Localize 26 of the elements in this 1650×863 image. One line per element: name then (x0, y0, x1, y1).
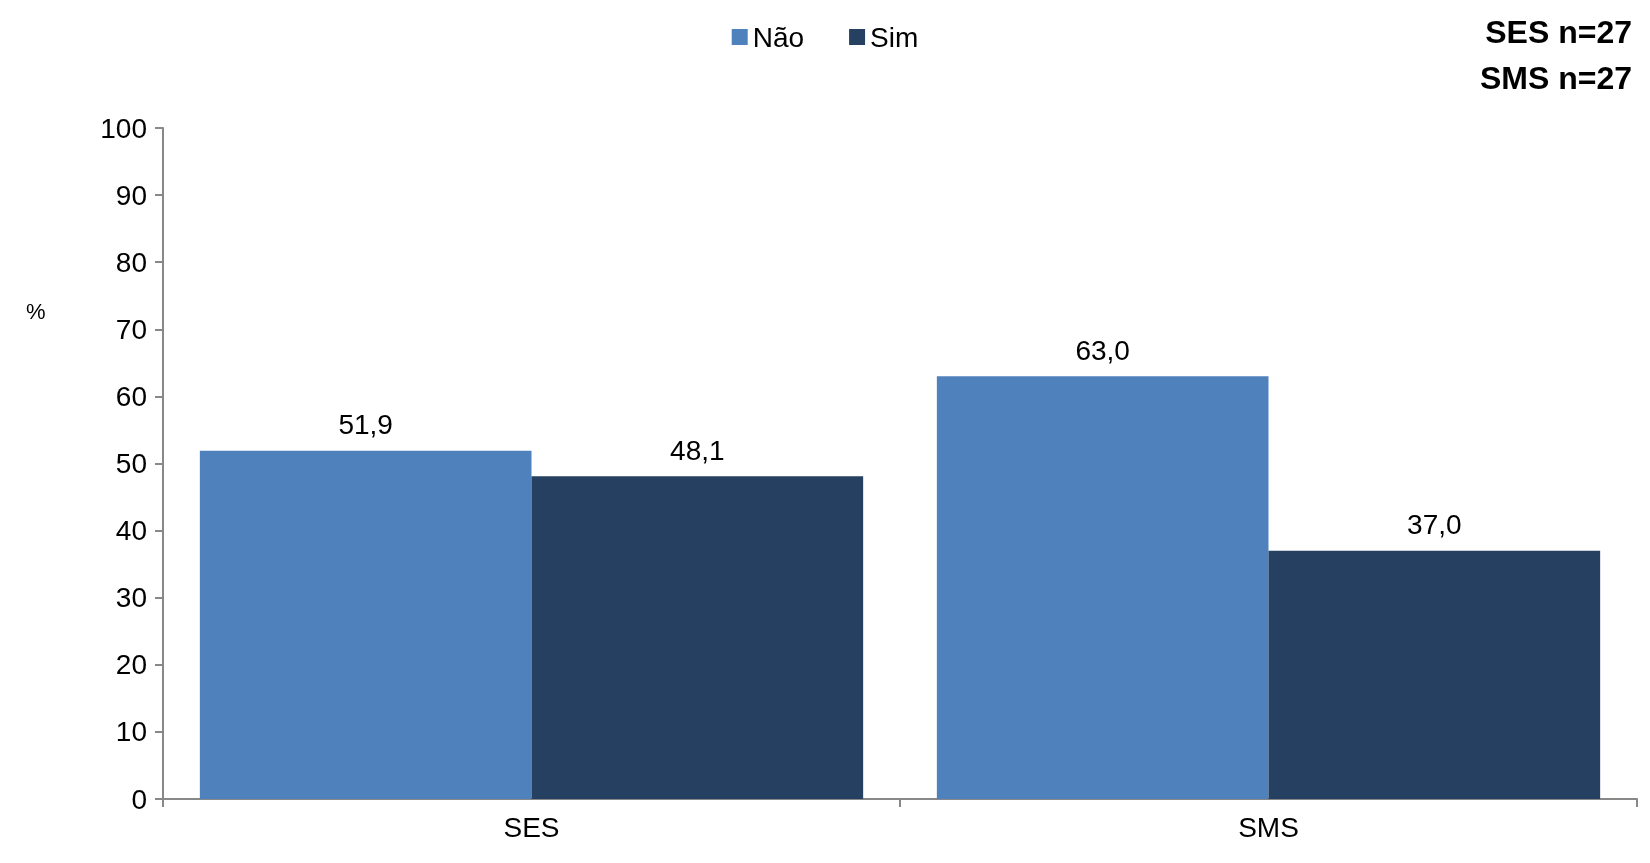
bar (936, 376, 1269, 799)
y-tick-label: 0 (131, 783, 147, 815)
legend-label: Não (752, 21, 805, 53)
y-tick-label: 100 (100, 112, 147, 144)
bar (1268, 550, 1601, 799)
bar (199, 450, 532, 799)
bar (531, 476, 864, 799)
x-tick-label: SMS (1238, 811, 1299, 843)
y-tick-label: 80 (115, 246, 147, 278)
data-label: 51,9 (338, 409, 393, 441)
y-tick-label: 20 (115, 649, 147, 681)
data-label: 63,0 (1075, 334, 1130, 366)
data-label: 48,1 (670, 434, 725, 466)
y-tick-label: 50 (115, 448, 147, 479)
x-tick-label: SES (503, 811, 560, 843)
text: SMS n=27 (1479, 60, 1632, 96)
y-tick-label: 60 (115, 380, 147, 412)
y-axis-title: % (26, 298, 46, 324)
text: SES n=27 (1485, 14, 1632, 50)
y-tick-label: 40 (115, 515, 147, 547)
y-tick-label: 90 (115, 179, 147, 211)
y-tick-label: 30 (115, 582, 147, 614)
y-tick-label: 70 (115, 313, 147, 345)
legend-label: Sim (870, 21, 919, 53)
y-tick-label: 10 (115, 716, 147, 748)
data-label: 37,0 (1407, 509, 1462, 541)
